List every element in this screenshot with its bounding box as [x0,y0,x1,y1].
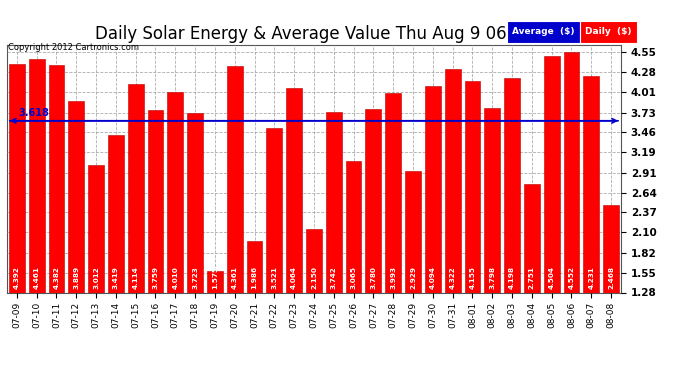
Bar [326,112,342,292]
Text: 3.723: 3.723 [192,266,198,289]
Bar [444,69,460,292]
Bar [286,88,302,292]
Bar [266,128,282,292]
Text: 4.461: 4.461 [34,266,39,289]
Bar [246,241,262,292]
Text: 4.064: 4.064 [291,266,297,289]
Bar [306,229,322,292]
Title: Daily Solar Energy & Average Value Thu Aug 9 06:24: Daily Solar Energy & Average Value Thu A… [95,26,533,44]
Text: 3.759: 3.759 [152,266,159,289]
Text: Copyright 2012 Cartronics.com: Copyright 2012 Cartronics.com [8,43,139,52]
Bar [544,56,560,292]
Text: 4.114: 4.114 [132,266,139,289]
Bar [108,135,124,292]
Text: 3.012: 3.012 [93,266,99,289]
Bar [88,165,104,292]
Text: 3.065: 3.065 [351,266,357,289]
Text: 3.780: 3.780 [371,266,376,289]
Text: 1.986: 1.986 [252,266,257,289]
Text: 2.150: 2.150 [311,266,317,289]
Bar [464,81,480,292]
Bar [48,64,64,292]
Bar [484,108,500,292]
Bar [128,84,144,292]
Text: 1.575: 1.575 [212,266,218,289]
Text: 4.155: 4.155 [469,266,475,289]
Text: 4.231: 4.231 [589,266,594,289]
Bar [227,66,243,292]
Text: 3.618: 3.618 [19,108,50,118]
Bar [207,271,223,292]
Bar [346,161,362,292]
Text: 4.010: 4.010 [172,266,178,289]
Text: 2.468: 2.468 [608,266,614,289]
Text: 2.751: 2.751 [529,266,535,289]
Bar [148,110,164,292]
Bar [168,92,184,292]
Bar [504,78,520,292]
Bar [9,64,25,292]
Text: 3.742: 3.742 [331,266,337,289]
Text: 4.382: 4.382 [53,266,59,289]
Text: 2.929: 2.929 [410,266,416,289]
Bar [29,59,45,292]
Text: Average  ($): Average ($) [512,27,575,36]
Text: Daily  ($): Daily ($) [585,27,632,36]
Bar [425,86,441,292]
Text: 3.521: 3.521 [271,266,277,289]
Text: 3.798: 3.798 [489,266,495,289]
Text: 4.552: 4.552 [569,266,575,289]
Text: 4.094: 4.094 [430,266,436,289]
Bar [583,76,599,292]
Bar [385,93,401,292]
Text: 3.889: 3.889 [73,266,79,289]
Text: 4.361: 4.361 [232,266,238,289]
Bar [405,171,421,292]
Bar [187,113,203,292]
Text: 4.322: 4.322 [450,266,455,289]
Bar [524,184,540,292]
Bar [366,109,382,292]
Text: 3.419: 3.419 [113,266,119,289]
Text: 4.504: 4.504 [549,266,555,289]
Bar [603,205,619,292]
Text: 4.198: 4.198 [509,266,515,289]
Bar [564,52,580,292]
Bar [68,101,84,292]
Text: 3.993: 3.993 [390,266,396,289]
Text: 4.392: 4.392 [14,266,20,289]
